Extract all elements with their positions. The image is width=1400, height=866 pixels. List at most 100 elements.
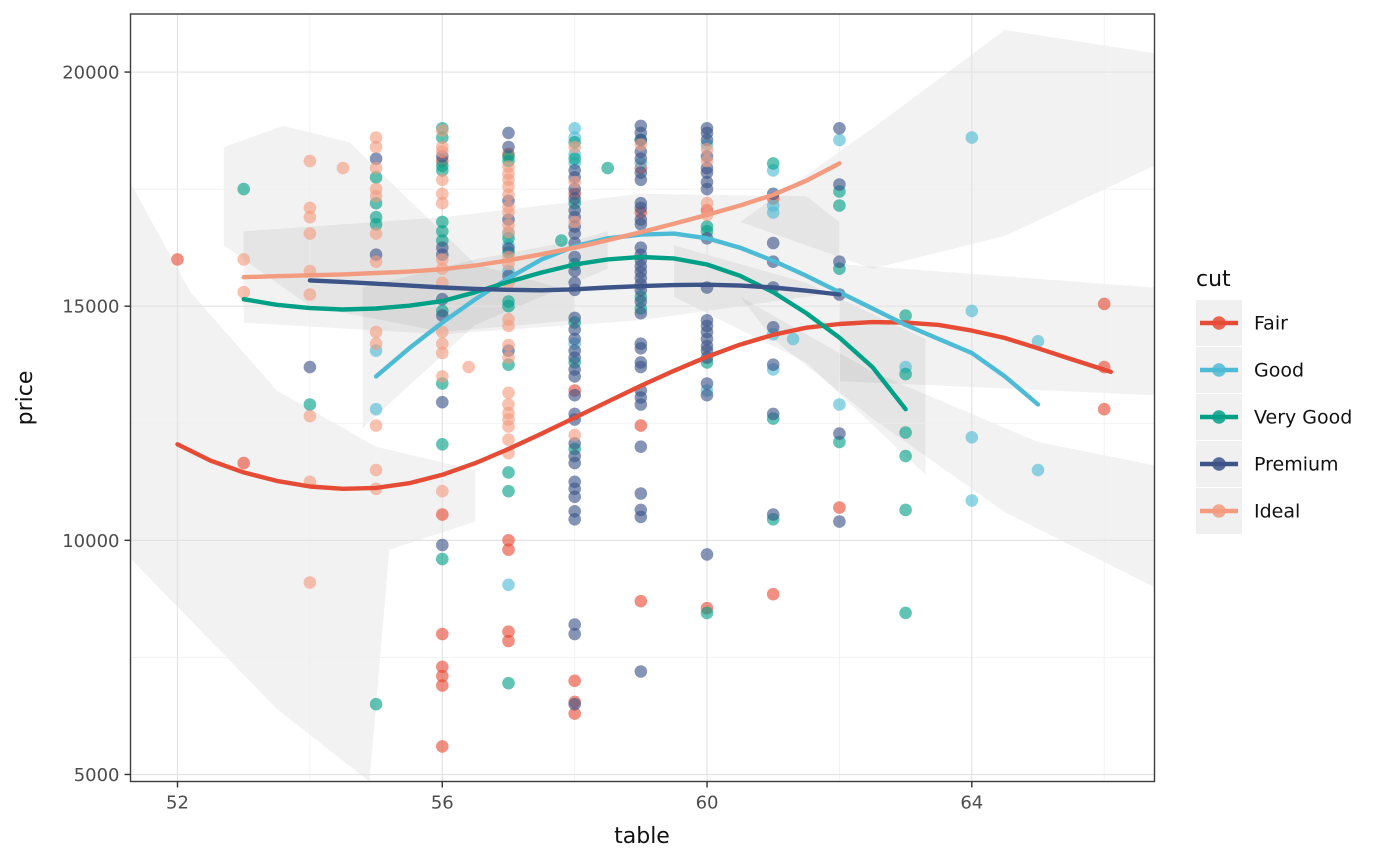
data-point-premium — [700, 377, 714, 390]
data-point-good — [1031, 463, 1045, 477]
data-point-fair — [1097, 297, 1111, 311]
data-point-premium — [568, 618, 581, 631]
legend-entry-ideal: Ideal — [1196, 488, 1300, 534]
legend-entries: Fair Good Very Good Premium Ideal — [1196, 300, 1352, 534]
legend-entry-label: Good — [1254, 360, 1304, 382]
data-point-very-good — [601, 161, 614, 175]
data-point-premium — [833, 255, 846, 268]
data-point-premium — [700, 548, 714, 561]
data-point-fair — [502, 543, 515, 556]
data-point-good — [502, 578, 515, 592]
data-point-fair — [833, 501, 846, 514]
data-point-premium — [436, 395, 449, 409]
data-point-very-good — [899, 503, 912, 517]
legend-entry-good: Good — [1196, 347, 1304, 393]
legend-entry-very-good: Very Good — [1196, 394, 1352, 440]
data-point-very-good — [436, 225, 449, 238]
data-point-premium — [700, 182, 714, 196]
data-point-ideal — [502, 225, 515, 239]
data-point-premium — [369, 152, 383, 165]
data-point-premium — [502, 140, 515, 154]
data-point-ideal — [700, 154, 714, 168]
data-point-ideal — [700, 143, 714, 156]
data-point-good — [786, 332, 800, 346]
data-point-ideal — [436, 173, 449, 187]
x-tick-label: 52 — [166, 793, 189, 814]
data-point-very-good — [502, 466, 515, 479]
data-point-premium — [568, 627, 581, 641]
data-point-ideal — [303, 201, 317, 215]
data-point-ideal — [237, 253, 250, 266]
data-point-premium — [568, 332, 581, 346]
data-point-ideal — [436, 187, 449, 201]
data-point-ideal — [568, 175, 581, 189]
data-point-premium — [634, 665, 648, 678]
data-point-fair — [502, 534, 515, 547]
data-point-fair — [568, 707, 581, 720]
data-point-ideal — [568, 140, 581, 154]
data-point-premium — [634, 306, 648, 320]
data-point-premium — [502, 126, 515, 140]
data-point-fair — [502, 634, 515, 648]
data-point-good — [369, 402, 383, 416]
data-point-ideal — [502, 338, 515, 352]
data-point-premium — [568, 250, 581, 264]
data-point-very-good — [502, 676, 515, 690]
data-point-premium — [568, 192, 581, 205]
data-point-premium — [568, 388, 581, 402]
data-point-ideal — [502, 188, 515, 202]
legend-entry-fair: Fair — [1196, 300, 1288, 346]
data-point-premium — [833, 122, 846, 135]
data-point-ideal — [303, 154, 317, 168]
legend-title: cut — [1196, 267, 1231, 292]
data-point-very-good — [899, 449, 912, 463]
data-point-premium — [833, 178, 846, 191]
data-point-fair — [634, 419, 648, 432]
data-point-ideal — [634, 138, 648, 151]
data-point-premium — [568, 513, 581, 526]
data-point-ideal — [369, 227, 383, 240]
data-point-premium — [568, 227, 581, 240]
data-point-ideal — [303, 576, 317, 589]
data-point-very-good — [369, 218, 383, 231]
data-point-ideal — [436, 484, 449, 498]
legend: cut Fair Good Very Good Premium Ideal — [1196, 267, 1352, 534]
data-point-very-good — [899, 426, 912, 439]
data-point-ideal — [369, 325, 383, 339]
data-point-premium — [634, 440, 648, 454]
y-axis-title: price — [13, 371, 38, 426]
data-point-ideal — [369, 140, 383, 154]
data-point-fair — [436, 669, 449, 683]
data-point-good — [833, 133, 846, 147]
data-point-very-good — [899, 606, 912, 620]
data-point-ideal — [568, 428, 581, 442]
data-point-ideal — [502, 319, 515, 333]
data-point-ideal — [369, 337, 383, 351]
data-point-premium — [634, 342, 648, 355]
data-point-fair — [1097, 402, 1111, 416]
data-point-very-good — [568, 152, 581, 165]
data-point-premium — [568, 351, 581, 365]
data-point-good — [965, 131, 979, 144]
data-point-very-good — [502, 484, 515, 498]
data-point-ideal — [436, 196, 449, 210]
data-point-good — [965, 494, 979, 507]
legend-key-dot — [1212, 457, 1226, 471]
smooth-line-ideal — [241, 161, 842, 280]
legend-entry-premium: Premium — [1196, 441, 1339, 487]
smooth-line-good — [373, 231, 1041, 407]
data-point-ideal — [502, 433, 515, 447]
data-point-very-good — [436, 215, 449, 229]
data-point-fair — [171, 253, 184, 266]
data-point-premium — [436, 538, 449, 552]
confidence-band — [362, 231, 608, 428]
data-point-premium — [700, 133, 714, 147]
panel-border — [129, 13, 1156, 783]
data-point-premium — [766, 358, 780, 372]
data-point-premium — [568, 323, 581, 336]
data-point-ideal — [237, 285, 250, 299]
data-point-fair — [436, 679, 449, 692]
confidence-band — [243, 193, 840, 335]
data-point-ideal — [336, 161, 350, 175]
